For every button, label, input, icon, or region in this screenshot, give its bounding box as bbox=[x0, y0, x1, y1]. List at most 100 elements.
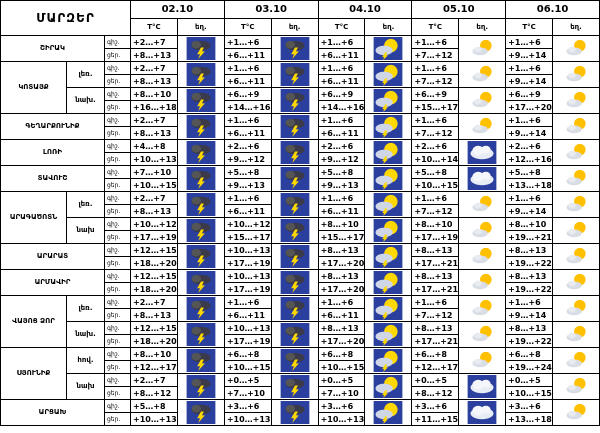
temperature: +3…+6 bbox=[317, 399, 366, 413]
weather-icon bbox=[373, 63, 403, 86]
temperature: +9…+14 bbox=[505, 74, 554, 88]
temperature: +1…+6 bbox=[317, 295, 366, 309]
period: գիշ. bbox=[103, 113, 132, 127]
temperature: +9…+14 bbox=[505, 204, 554, 218]
region-name: ՇԻՐԱԿ bbox=[0, 35, 105, 62]
temperature: +7…+12 bbox=[411, 126, 460, 140]
period: գիշ. bbox=[103, 87, 132, 101]
weather-icon bbox=[467, 297, 497, 320]
temperature: +17…+19 bbox=[223, 334, 272, 348]
temperature: +9…+14 bbox=[505, 48, 554, 62]
temperature: +1…+6 bbox=[223, 61, 272, 75]
temperature: +1…+6 bbox=[411, 113, 460, 127]
temperature: +17…+19 bbox=[411, 230, 460, 244]
weather-icon bbox=[280, 193, 310, 216]
row: ցեր. +18…+20 +17…+19 +17…+20 +17…+21 +19…+22 bbox=[1, 334, 600, 348]
subregion: հով. bbox=[66, 347, 105, 374]
period: գիշ. bbox=[103, 217, 132, 231]
weather-icon-cell bbox=[270, 347, 319, 374]
weather-icon-cell bbox=[458, 87, 507, 114]
temperature: +17…+20 bbox=[317, 256, 366, 270]
weather-icon-cell bbox=[364, 217, 413, 244]
temperature: +19…+24 bbox=[505, 360, 554, 374]
weather-icon bbox=[280, 115, 310, 138]
temp-header: T°C bbox=[505, 18, 554, 36]
temperature: +6…+11 bbox=[223, 126, 272, 140]
row: ցեր. +10…+13 +9…+12 +9…+12 +10…+14 +12…+16 bbox=[1, 152, 600, 166]
temperature: +10…+13 bbox=[130, 152, 178, 166]
temperature: +1…+6 bbox=[411, 295, 460, 309]
temperature: +6…+11 bbox=[223, 48, 272, 62]
weather-icon-cell bbox=[270, 243, 319, 270]
weather-icon bbox=[280, 401, 310, 424]
temperature: +0…+5 bbox=[505, 373, 554, 387]
temperature: +5…+8 bbox=[223, 165, 272, 179]
weather-icon bbox=[467, 63, 497, 86]
weather-icon-cell bbox=[270, 139, 319, 166]
temperature: +7…+10 bbox=[317, 386, 366, 400]
temperature: +17…+20 bbox=[317, 282, 366, 296]
weather-icon-cell bbox=[176, 295, 225, 322]
temperature: +17…+21 bbox=[411, 334, 460, 348]
row: ԼՈՌԻ գիշ. +4…+8 +2…+6 +2…+6 +2…+6 +2…+6 bbox=[0, 139, 600, 166]
weather-icon bbox=[467, 37, 497, 60]
weather-icon bbox=[373, 193, 403, 216]
temperature: +10…+14 bbox=[411, 152, 460, 166]
row: ցեր. +8…+13 +6…+11 +6…+11 +7…+12 +9…+14 bbox=[1, 74, 600, 88]
weather-icon bbox=[561, 89, 591, 112]
temperature: +2…+7 bbox=[130, 35, 178, 49]
temperature: +14…+16 bbox=[223, 100, 272, 114]
weather-icon bbox=[373, 349, 403, 372]
temperature: +3…+6 bbox=[223, 399, 272, 413]
weather-icon-cell bbox=[176, 243, 225, 270]
weather-icon bbox=[561, 115, 591, 138]
temperature: +9…+12 bbox=[223, 152, 272, 166]
period: ցեր. bbox=[103, 48, 132, 62]
temperature: +1…+6 bbox=[223, 113, 272, 127]
weather-icon-cell bbox=[176, 191, 225, 218]
weather-icon-cell bbox=[458, 243, 507, 270]
period: ցեր. bbox=[103, 152, 132, 166]
period: ցեր. bbox=[103, 256, 132, 270]
temperature: +6…+9 bbox=[317, 87, 366, 101]
temperature: +1…+6 bbox=[505, 295, 554, 309]
weather-icon-cell bbox=[364, 165, 413, 192]
weather-icon-cell bbox=[458, 113, 507, 140]
period: ցեր. bbox=[103, 126, 132, 140]
weather-icon bbox=[373, 375, 403, 398]
temperature: +8…+13 bbox=[130, 308, 178, 322]
subregion: լեռ. bbox=[66, 61, 105, 88]
weather-icon bbox=[280, 89, 310, 112]
weather-icon-cell bbox=[364, 347, 413, 374]
period: ցեր. bbox=[103, 100, 132, 114]
temperature: +2…+6 bbox=[411, 139, 460, 153]
weather-icon-cell bbox=[364, 191, 413, 218]
subheader-row: T°C եղ. T°C եղ. T°C եղ. T°C եղ. T°C եղ. bbox=[1, 18, 600, 36]
weather-icon-cell bbox=[364, 87, 413, 114]
icon-header: եղ. bbox=[364, 18, 413, 36]
weather-icon bbox=[467, 141, 497, 164]
weather-icon bbox=[467, 193, 497, 216]
date: 06.10 bbox=[505, 0, 600, 19]
row: ցեր. +8…+13 +6…+11 +6…+11 +7…+12 +9…+14 bbox=[1, 308, 600, 322]
weather-icon bbox=[186, 141, 216, 164]
temperature: +19…+22 bbox=[505, 256, 554, 270]
weather-icon-cell bbox=[270, 373, 319, 400]
temperature: +15…+17 bbox=[223, 230, 272, 244]
row: նախ. գիշ. +12…+15 +10…+13 +8…+13 +8…+13 +8…+13 bbox=[1, 321, 600, 348]
weather-icon-cell bbox=[552, 61, 600, 88]
temperature: +14…+16 bbox=[317, 100, 366, 114]
weather-icon bbox=[280, 167, 310, 190]
temperature: +12…+15 bbox=[130, 269, 178, 283]
period: ցեր. bbox=[103, 282, 132, 296]
date: 03.10 bbox=[223, 0, 319, 19]
row: ՍՅՈՒՆԻՔ հով. գիշ. +8…+10 +6…+8 +6…+8 +6…+8 +6…+… bbox=[0, 347, 600, 400]
temperature: +1…+6 bbox=[223, 191, 272, 205]
weather-icon bbox=[561, 297, 591, 320]
temperature: +10…+15 bbox=[411, 178, 460, 192]
temperature: +8…+13 bbox=[317, 321, 366, 335]
weather-icon-cell bbox=[270, 399, 319, 426]
temperature: +18…+20 bbox=[130, 256, 178, 270]
weather-icon-cell bbox=[364, 113, 413, 140]
temperature: +10…+15 bbox=[130, 178, 178, 192]
